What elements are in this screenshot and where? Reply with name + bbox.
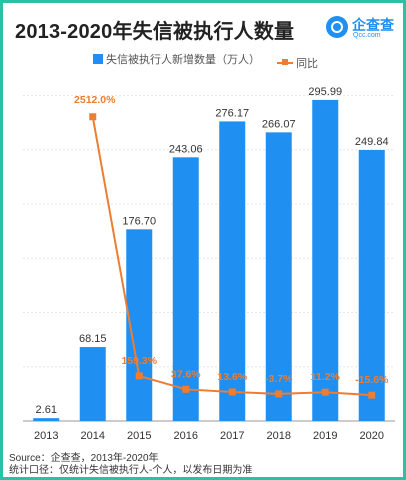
yoy-point [368, 391, 376, 399]
legend-bar-label: 失信被执行人新增数量（万人） [106, 54, 260, 66]
bar [33, 418, 60, 421]
x-tick-label: 2020 [360, 430, 384, 442]
bar-value-label: 276.17 [215, 107, 249, 119]
yoy-point [135, 372, 143, 380]
qichacha-logo: 企查查 Qcc.com [326, 15, 403, 45]
x-tick-label: 2014 [81, 430, 105, 442]
bar [312, 99, 339, 422]
chart-legend: 失信被执行人新增数量（万人） 同比 [93, 51, 332, 71]
yoy-label: -3.7% [265, 373, 293, 385]
x-tick-label: 2019 [313, 430, 337, 442]
bar [265, 132, 292, 421]
yoy-point [228, 388, 236, 396]
yoy-label: 37.6% [171, 368, 201, 380]
yoy-point [89, 113, 97, 121]
bar [172, 157, 199, 422]
x-tick-label: 2016 [174, 430, 198, 442]
magnifier-icon [326, 16, 348, 38]
source-line: Source：企查查，2013年-2020年 [9, 453, 159, 464]
x-tick-label: 2017 [220, 430, 244, 442]
bar [79, 347, 106, 421]
bar-value-label: 249.84 [355, 136, 389, 148]
bar [358, 149, 385, 421]
legend-line-swatch [277, 59, 294, 65]
bar-value-label: 2.61 [36, 404, 57, 416]
x-tick-label: 2013 [34, 430, 58, 442]
yoy-label: -15.6% [355, 374, 389, 386]
x-tick-label: 2018 [267, 430, 291, 442]
legend-bar-swatch [93, 54, 103, 64]
legend-line-label: 同比 [296, 58, 319, 70]
x-tick-label: 2015 [127, 430, 151, 442]
yoy-point [275, 390, 283, 398]
bar-value-label: 295.99 [308, 86, 342, 98]
yoy-label: 11.2% [311, 371, 341, 383]
bar [219, 121, 246, 421]
yoy-point [182, 385, 190, 393]
yoy-label: 13.6% [217, 371, 247, 383]
legend-item-bar: 失信被执行人新增数量（万人） [93, 51, 260, 67]
scope-line: 统计口径：仅统计失信被执行人-个人，以发布日期为准 [9, 465, 253, 476]
yoy-point [321, 388, 329, 396]
chart-plot: 2.61 68.15 176.70 243.06 276.17 266.07 295.99 2… [23, 86, 395, 442]
legend-item-line: 同比 [277, 55, 318, 71]
logo-name: 企查查 [352, 17, 394, 33]
bar-value-label: 243.06 [169, 143, 203, 155]
source-note: Source：企查查，2013年-2020年 统计口径：仅统计失信被执行人-个人… [9, 453, 252, 477]
yoy-label: 2512.0% [74, 94, 116, 106]
bar-value-label: 176.70 [122, 215, 156, 227]
yoy-label: 159.3% [121, 355, 157, 367]
bar-value-label: 266.07 [262, 118, 296, 130]
logo-subtext: Qcc.com [353, 32, 381, 39]
bar-value-label: 68.15 [79, 333, 107, 345]
chart-title: 2013-2020年失信被执行人数量 [15, 21, 295, 43]
